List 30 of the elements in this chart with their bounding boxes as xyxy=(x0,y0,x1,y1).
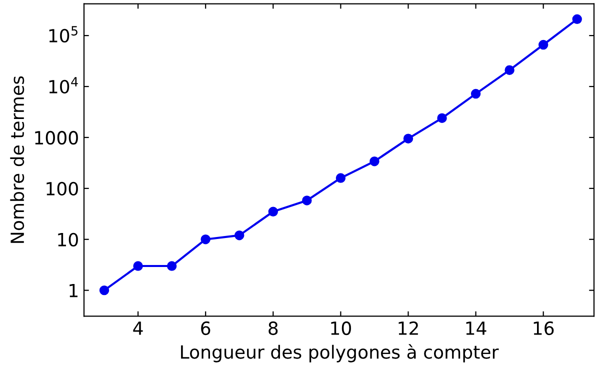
x-tick-label: 4 xyxy=(133,322,143,335)
y-tick-label: 1000 xyxy=(35,130,78,145)
x-tick-label: 16 xyxy=(534,321,554,336)
point xyxy=(403,134,414,144)
y-axis-title: Nombre de termes xyxy=(10,76,24,243)
point xyxy=(470,88,481,99)
point xyxy=(572,14,582,24)
point xyxy=(504,65,514,75)
x-tick-label: 14 xyxy=(466,322,486,335)
point xyxy=(370,156,380,166)
point xyxy=(99,285,110,296)
point xyxy=(200,234,210,244)
y-tick-label: 10$^{4}$ xyxy=(49,77,78,94)
x-axis-title: Longueur des polygones à compter xyxy=(181,344,499,362)
point xyxy=(336,173,346,183)
x-tick-label: 10 xyxy=(331,321,351,336)
point xyxy=(166,261,177,271)
point xyxy=(234,230,244,240)
point xyxy=(133,261,143,271)
x-tick-label: 8 xyxy=(268,321,278,336)
y-tick-label: 10 xyxy=(58,232,78,246)
y-tick-label: 1 xyxy=(70,284,78,298)
point xyxy=(268,206,278,217)
point xyxy=(538,40,548,50)
y-tick-label: 100 xyxy=(46,182,78,196)
point xyxy=(437,113,447,123)
y-tick-label: 10$^{5}$ xyxy=(49,26,78,43)
point xyxy=(302,196,312,206)
x-tick-label: 6 xyxy=(201,321,210,336)
x-tick-label: 12 xyxy=(398,321,418,335)
